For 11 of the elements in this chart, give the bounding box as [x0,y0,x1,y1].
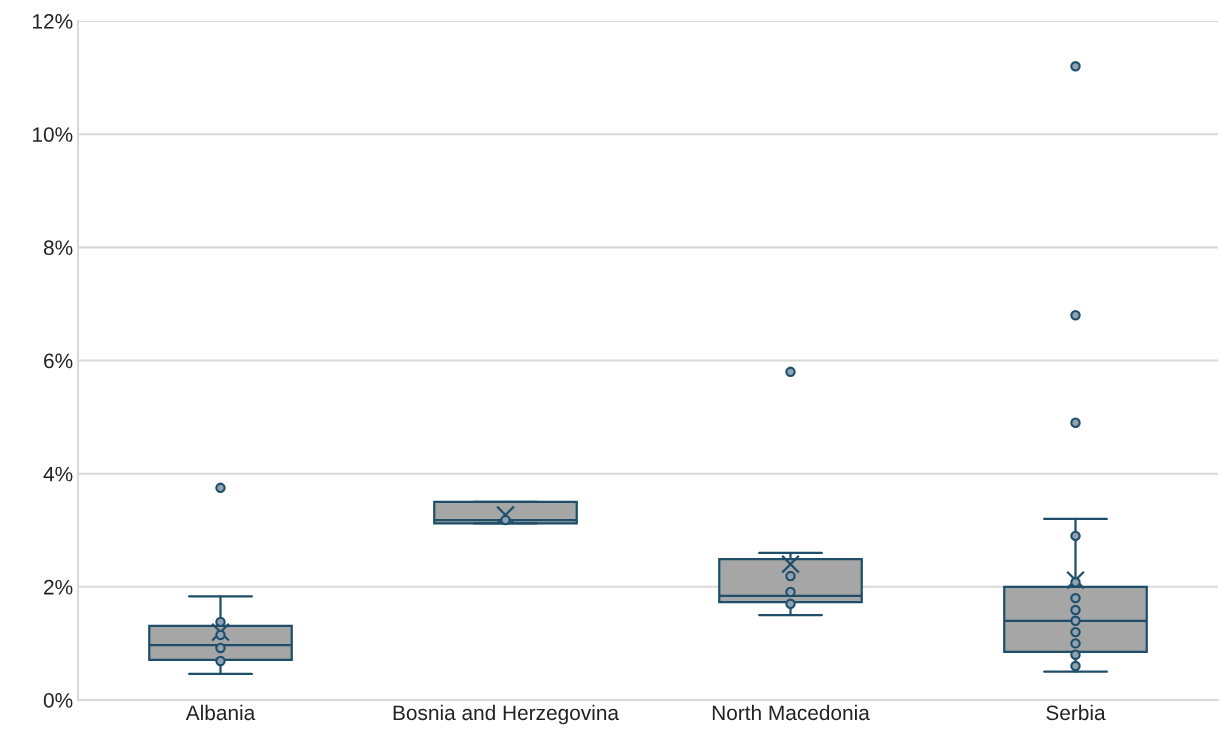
y-tick-label: 12% [33,14,73,29]
y-tick-label: 0% [43,693,73,708]
x-tick-label: Bosnia and Herzegovina [393,704,620,725]
x-tick-label: Serbia [1046,704,1106,721]
y-tick-label: 2% [44,579,73,595]
x-tick-label: Albania [185,704,256,721]
y-tick-label: 8% [43,240,73,256]
x-tick-label: North Macedonia [712,704,870,721]
y-tick-label: 4% [43,466,73,482]
y-tick-label: 6% [44,353,73,369]
y-tick-label: 10% [33,127,73,142]
